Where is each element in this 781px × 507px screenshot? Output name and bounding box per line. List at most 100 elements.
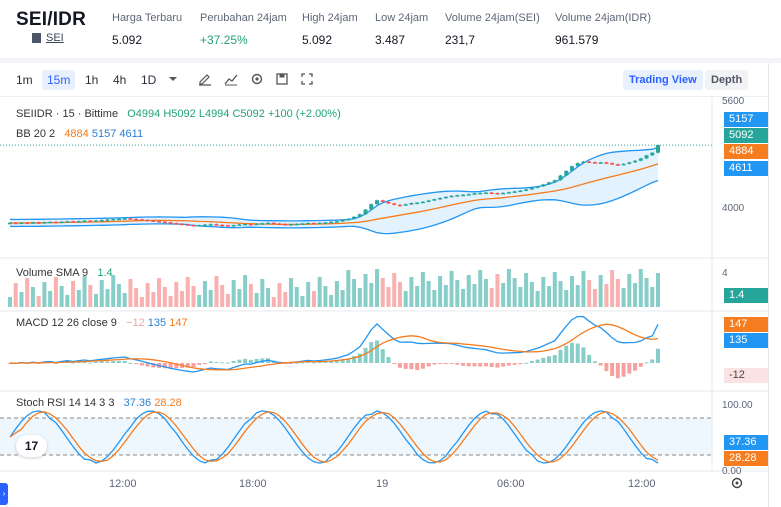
timeframe-1h[interactable]: 1h (85, 73, 99, 87)
timeframe-15m[interactable]: 15m (42, 70, 76, 90)
candle-body (569, 166, 574, 171)
macd-hist-bar (610, 363, 615, 376)
bb-lower-value: 4611 (119, 128, 144, 140)
candle-body (266, 222, 271, 225)
candle-body (334, 221, 339, 223)
candle-body (346, 218, 351, 221)
volume-bar (94, 294, 99, 307)
volume-bar (71, 281, 76, 307)
candle-body (277, 223, 282, 226)
indicators-icon[interactable] (223, 71, 239, 87)
stat-change: Perubahan 24jam +37.25% (200, 12, 287, 47)
volume-bar (529, 282, 534, 307)
macd-hist-bar (438, 363, 443, 364)
volume-bar (352, 279, 357, 307)
macd-hist-bar (116, 360, 121, 363)
volume-bar (592, 289, 597, 307)
macd-hist-bar (76, 361, 81, 363)
gear-icon[interactable] (729, 475, 745, 491)
coin-icon (32, 33, 41, 43)
gear-icon[interactable] (249, 71, 265, 87)
volume-bar (392, 273, 397, 307)
timeframe-1d[interactable]: 1D (141, 73, 157, 87)
base-asset-link[interactable]: SEI (32, 32, 64, 44)
stat-label: High 24jam (302, 12, 358, 24)
macd-hist-bar (134, 363, 139, 365)
candle-body (604, 162, 609, 164)
volume-bar (329, 295, 334, 307)
price-chart[interactable] (0, 63, 768, 507)
macd-hist-bar (220, 362, 225, 364)
chevron-down-icon[interactable] (165, 71, 181, 87)
volume-bar (346, 270, 351, 307)
stat-last-price: Harga Terbaru 5.092 (112, 12, 182, 47)
candle-body (19, 222, 24, 225)
candle-body (529, 187, 534, 190)
side-panel-toggle[interactable]: › (0, 483, 8, 505)
timeframe-1m[interactable]: 1m (16, 73, 33, 87)
tab-trading-view[interactable]: Trading View (623, 70, 703, 90)
volume-bar (8, 297, 12, 307)
macd-hist-bar (231, 360, 236, 363)
stoch-d-value: 28.28 (154, 397, 182, 409)
volume-bar (604, 284, 609, 307)
volume-bar (266, 288, 271, 307)
change-value: +100 (+2.00%) (267, 108, 341, 120)
bb-mid-value: 4884 (64, 128, 89, 140)
macd-hist-bar (300, 362, 305, 364)
macd-hist-bar (329, 361, 334, 363)
candle-body (363, 209, 368, 215)
draw-pencil-icon[interactable] (197, 71, 213, 87)
candle-body (208, 224, 213, 226)
stat-low: Low 24jam 3.487 (375, 12, 428, 47)
tab-depth[interactable]: Depth (705, 70, 749, 90)
volume-bar (397, 282, 402, 307)
macd-hist-bar (506, 363, 511, 366)
volume-bar (65, 295, 70, 307)
macd-hist-bar (294, 362, 299, 364)
timeframe-4h[interactable]: 4h (113, 73, 127, 87)
volume-bar (512, 278, 517, 307)
volume-bar (363, 274, 368, 307)
volume-bar (157, 278, 162, 307)
candle-body (157, 221, 162, 223)
fullscreen-icon[interactable] (299, 71, 315, 87)
price-legend: SEIIDR · 15 · Bittime O4994 H5092 L4994 … (16, 108, 341, 120)
candle-body (82, 220, 87, 223)
bb-middle-tag: 4884 (724, 144, 768, 159)
macd-hist-bar (340, 359, 345, 363)
stoch-legend: Stoch RSI 14 14 3 3 37.36 28.28 (16, 397, 182, 409)
macd-signal-line (9, 323, 659, 371)
macd-hist-bar (323, 361, 328, 363)
candle-body (558, 175, 563, 181)
candle-body (306, 222, 311, 225)
time-label: 12:00 (109, 478, 137, 490)
volume-bar (162, 287, 167, 307)
volume-bar (547, 286, 552, 307)
save-icon[interactable] (274, 71, 290, 87)
macd-hist-bar (397, 363, 402, 368)
bb-label: BB 20 2 (16, 128, 56, 140)
candle-body (237, 224, 242, 226)
macd-hist-bar (621, 363, 626, 377)
volume-bar (36, 296, 41, 307)
macd-hist-bar (386, 357, 391, 363)
volume-bar (638, 269, 643, 307)
volume-bar (420, 272, 425, 307)
stat-value: +37.25% (200, 33, 248, 47)
volume-bar (59, 286, 64, 307)
stoch-label: Stoch RSI 14 14 3 3 (16, 397, 115, 409)
stat-volume-idr: Volume 24jam(IDR) 961.579 (555, 12, 651, 47)
candle-body (587, 161, 592, 164)
macd-hist-bar (650, 359, 655, 363)
time-label: 18:00 (239, 478, 267, 490)
volume-bar (271, 297, 276, 307)
candle-body (443, 196, 448, 199)
volume-bar (13, 283, 18, 307)
macd-hist-bar (638, 363, 643, 367)
candle-body (248, 223, 253, 226)
candle-body (403, 204, 408, 206)
volume-bar (621, 288, 626, 307)
volume-bar (48, 291, 53, 307)
candle-body (139, 219, 144, 221)
